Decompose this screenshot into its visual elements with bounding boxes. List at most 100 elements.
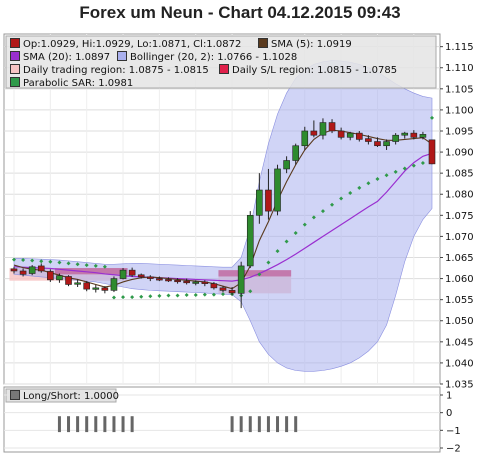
longshort-bar — [57, 416, 61, 433]
legend-sl-region-text: Daily S/L region: 1.0815 - 1.0785 — [232, 65, 398, 76]
candle-body — [83, 282, 90, 290]
sar-point — [39, 259, 44, 264]
sar-point — [21, 258, 26, 263]
sl-region-swatch — [219, 64, 229, 74]
candle-body — [301, 130, 309, 147]
sar-point — [339, 196, 344, 201]
trading-region-swatch — [10, 64, 20, 74]
sar-point — [384, 173, 389, 178]
sar-point — [30, 258, 35, 263]
sar-point — [202, 292, 207, 297]
sar-point — [302, 222, 307, 227]
sar-point — [348, 190, 353, 195]
candle-body — [128, 269, 136, 276]
legend-bollinger: Bollinger (20, 2): 1.0766 - 1.1028 — [117, 51, 297, 63]
y-tick-label: 1.095 — [445, 126, 474, 137]
sar-point — [293, 231, 298, 236]
candle-body — [265, 189, 272, 212]
sar-point — [393, 169, 398, 174]
candle-body — [10, 268, 18, 272]
candle-body — [328, 122, 336, 132]
candle-body — [37, 265, 45, 272]
legend-box — [5, 35, 437, 89]
candle-body — [337, 130, 345, 138]
sar-point — [366, 181, 371, 186]
y-tick-label: 1.050 — [445, 316, 474, 327]
candle-body — [101, 287, 109, 291]
sar-swatch — [10, 77, 20, 87]
y-tick-label: 1.105 — [445, 84, 474, 95]
longshort-bar — [130, 416, 134, 433]
sar-point — [111, 295, 116, 300]
longshort-bar — [76, 416, 80, 433]
longshort-bar — [112, 416, 116, 433]
candle-body — [392, 134, 399, 142]
sar-point — [275, 249, 280, 254]
legend-sma20-text: SMA (20): 1.0897 — [23, 52, 111, 63]
sar-point — [430, 115, 434, 120]
sar-point — [284, 239, 289, 244]
sar-point — [166, 293, 171, 298]
candle-body — [110, 278, 118, 291]
sar-point — [84, 263, 89, 268]
sar-point — [139, 294, 144, 299]
candle-body — [401, 132, 409, 136]
y-tick-label: 1.070 — [445, 232, 474, 243]
candle-body — [137, 274, 145, 278]
candle-body — [47, 271, 54, 281]
sma20-swatch — [10, 51, 20, 61]
longshort-swatch — [10, 390, 20, 400]
candle-body — [19, 270, 27, 275]
y-tick-label: 1.040 — [445, 358, 474, 369]
legend-sar: Parabolic SAR: 1.0981 — [10, 77, 133, 89]
candle-body — [201, 281, 209, 284]
longshort-bar — [248, 416, 252, 433]
y-tick-label: 1.060 — [445, 274, 474, 285]
y-tick-label: 1.085 — [445, 169, 474, 180]
longshort-bar — [94, 416, 98, 433]
sar-point — [130, 295, 135, 300]
sar-point — [66, 261, 71, 266]
longshort-bar — [276, 416, 280, 433]
longshort-bar — [121, 416, 125, 433]
candle-body — [147, 276, 154, 279]
legend-sar-text: Parabolic SAR: 1.0981 — [23, 78, 134, 89]
sar-point — [411, 163, 416, 168]
sar-point — [93, 263, 98, 268]
bollinger-swatch — [117, 51, 127, 61]
candle-body — [410, 132, 418, 138]
candle-body — [292, 145, 299, 161]
longshort-bar — [67, 416, 71, 433]
y-tick-label: 1.115 — [445, 42, 474, 53]
candle-body — [156, 278, 163, 281]
sar-point — [148, 294, 153, 299]
candle-body — [283, 160, 290, 170]
y-tick-label: 1.100 — [445, 105, 474, 116]
y-tick-label: 1.075 — [445, 211, 474, 222]
candle-body — [119, 269, 127, 279]
sma5-swatch — [258, 38, 268, 48]
lower-y-axis: 1 0 −1 −2 — [440, 391, 461, 455]
sar-point — [266, 260, 271, 265]
lower-y-tick-label: −2 — [446, 444, 461, 455]
sar-point — [357, 185, 362, 190]
legend-longshort: Long/Short: 1.0000 — [10, 390, 119, 402]
sar-point — [402, 166, 407, 171]
legend-sma5: SMA (5): 1.0919 — [258, 38, 352, 50]
candle-body — [210, 283, 218, 289]
candle-body — [183, 280, 190, 284]
legend-trading-region: Daily trading region: 1.0875 - 1.0815 — [10, 64, 209, 76]
legend-longshort-text: Long/Short: 1.0000 — [23, 391, 119, 402]
longshort-bar — [257, 416, 261, 433]
candle-body — [165, 279, 172, 282]
legend-ohlc-text: Op:1.0929, Hi:1.0929, Lo:1.0871, Cl:1.08… — [23, 39, 242, 50]
longshort-bar — [230, 416, 234, 433]
y-tick-label: 1.110 — [445, 63, 474, 74]
candle-body — [192, 281, 200, 284]
candle-body — [428, 139, 436, 165]
candle-body — [383, 141, 390, 147]
candle-body — [174, 279, 181, 283]
chart-title: Forex um Neun - Chart 04.12.2015 09:43 — [79, 3, 401, 22]
legend-sma20: SMA (20): 1.0897 — [10, 51, 110, 63]
